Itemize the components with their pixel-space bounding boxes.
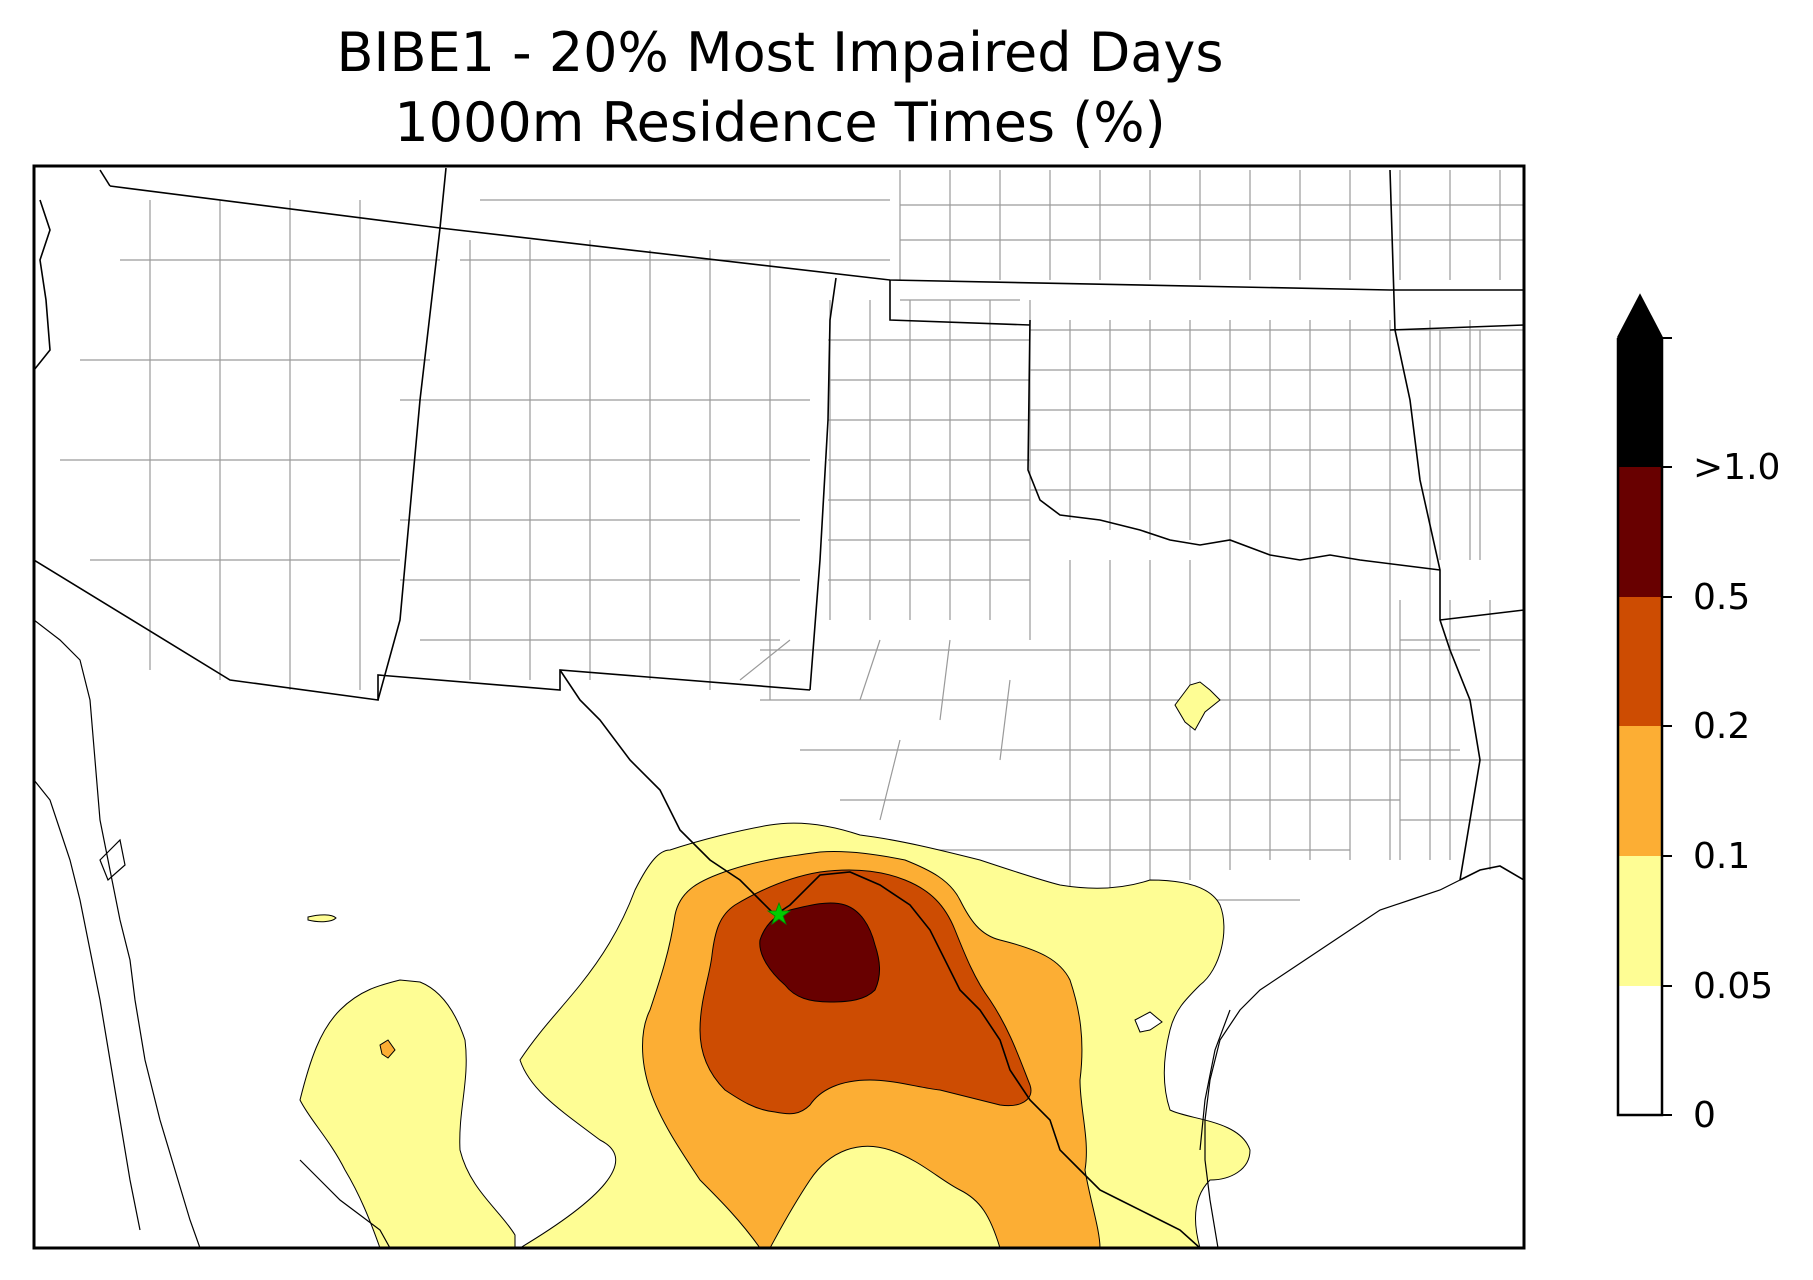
colorbar-label-1: 0.05	[1693, 966, 1774, 1007]
contour-0.05-west	[299, 979, 516, 1248]
colorbar-swatch-0	[1618, 986, 1662, 1115]
colorbar-swatch-3	[1618, 597, 1662, 726]
contour-0.05-dallas	[1174, 681, 1221, 731]
map-area	[34, 166, 1524, 1248]
colorbar-label-3: 0.2	[1693, 706, 1751, 747]
coastlines	[34, 619, 1461, 1248]
map-frame	[32, 164, 1526, 1250]
colorbar-ticks	[1662, 337, 1672, 1116]
site-star-icon	[766, 901, 792, 926]
contour-0.5	[759, 902, 880, 1003]
colorbar-swatch-2	[1618, 726, 1662, 856]
colorbar-swatch-1	[1618, 856, 1662, 986]
colorbar-extend-arrow	[1618, 296, 1662, 338]
title-line-1: BIBE1 - 20% Most Impaired Days	[336, 21, 1224, 84]
state-borders	[34, 167, 1524, 1248]
colorbar-label-5: >1.0	[1693, 447, 1781, 488]
colorbar-label-4: 0.5	[1693, 577, 1751, 618]
colorbar-label-2: 0.1	[1693, 836, 1751, 877]
colorbar-swatch-5	[1618, 338, 1662, 467]
county-borders	[60, 170, 1524, 1150]
colorbar-label-0: 0	[1693, 1095, 1716, 1136]
colorbar	[1616, 293, 1672, 1117]
title-line-2: 1000m Residence Times (%)	[394, 91, 1166, 154]
contour-0.05-small	[307, 914, 337, 923]
colorbar-swatch-4	[1618, 467, 1662, 597]
contour-0.1-small	[379, 1039, 396, 1059]
residence-time-contours	[299, 681, 1251, 1248]
contour-hole	[1134, 1011, 1163, 1033]
